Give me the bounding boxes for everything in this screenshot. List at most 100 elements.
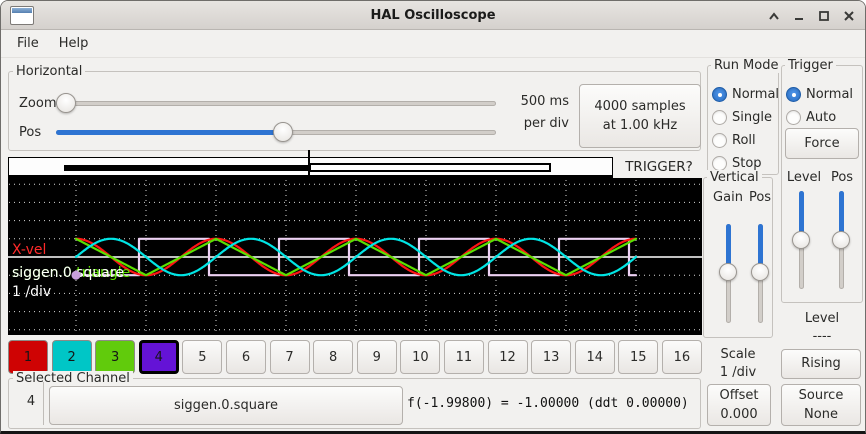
- zoom-slider-track[interactable]: [56, 101, 496, 106]
- trigger-pos-slider-handle[interactable]: [832, 231, 850, 249]
- offset-button-label: Offset: [719, 387, 759, 403]
- channel-button-8[interactable]: 8: [313, 340, 354, 374]
- horizontal-pos-slider[interactable]: [56, 122, 496, 142]
- channel-button-10[interactable]: 10: [400, 340, 441, 374]
- scale-value: 1 /div: [719, 365, 757, 380]
- record-filled-segment: [64, 165, 309, 171]
- samples-button[interactable]: 4000 samples at 1.00 kHz: [579, 84, 701, 148]
- shade-button[interactable]: [766, 8, 782, 24]
- run_mode-radio-single[interactable]: Single: [712, 106, 779, 129]
- radio-icon[interactable]: [786, 110, 801, 125]
- time-per-div: 500 ms per div: [505, 91, 569, 135]
- record-pending-segment: [309, 163, 551, 172]
- trigger-pos-slider[interactable]: [832, 191, 850, 289]
- radio-icon[interactable]: [712, 110, 727, 125]
- channel-value-readout: f(-1.99800) = -1.00000 (ddt 0.00000): [407, 396, 689, 411]
- channel-name-button-label: siggen.0.square: [174, 397, 278, 413]
- horizontal-frame-label: Horizontal: [13, 64, 86, 79]
- channel-button-7[interactable]: 7: [269, 340, 310, 374]
- channel-button-3[interactable]: 3: [95, 340, 136, 374]
- offset-button-value: 0.000: [720, 407, 758, 422]
- minimize-button[interactable]: [791, 8, 807, 24]
- trigger-level-slider-fill: [799, 191, 804, 240]
- svg-text:siggen.0.square: siggen.0.square: [12, 265, 124, 281]
- channel-button-13[interactable]: 13: [531, 340, 572, 374]
- trigger-level-slider-handle[interactable]: [792, 231, 810, 249]
- gain-label: Gain: [713, 190, 743, 205]
- vertical-pos-slider[interactable]: [751, 224, 769, 323]
- trigger-edge-button-label: Rising: [801, 356, 841, 372]
- channel-button-16[interactable]: 16: [661, 340, 702, 374]
- run_mode-radio-stop[interactable]: Stop: [712, 152, 779, 175]
- radio-label: Normal: [732, 87, 780, 102]
- channel-button-4[interactable]: 4: [138, 340, 179, 374]
- channel-button-14[interactable]: 14: [574, 340, 615, 374]
- trigger-source-button-line2: None: [804, 407, 838, 422]
- window-title: HAL Oscilloscope: [370, 7, 496, 23]
- menu-help[interactable]: Help: [58, 36, 89, 51]
- channel-button-2[interactable]: 2: [51, 340, 92, 374]
- trigger-level-slider[interactable]: [792, 191, 810, 289]
- titlebar: HAL Oscilloscope: [1, 1, 865, 30]
- vertical-pos-slider-fill: [758, 224, 763, 272]
- svg-text:X-vel: X-vel: [12, 242, 46, 258]
- gain-slider[interactable]: [719, 224, 737, 323]
- selected-channel-frame-label: Selected Channel: [13, 371, 133, 386]
- vertical-pos-slider-handle[interactable]: [751, 262, 769, 281]
- time-per-div-value: 500 ms: [520, 94, 569, 109]
- window-icon: [10, 6, 34, 25]
- channel-name-button[interactable]: siggen.0.square: [49, 386, 403, 425]
- radio-icon[interactable]: [712, 87, 727, 102]
- force-button-label: Force: [804, 135, 840, 151]
- pos-label: Pos: [19, 125, 42, 140]
- gain-slider-handle[interactable]: [719, 262, 737, 281]
- trigger-radio-normal[interactable]: Normal: [786, 83, 853, 106]
- radio-icon[interactable]: [712, 133, 727, 148]
- zoom-label: Zoom: [19, 96, 57, 111]
- offset-button[interactable]: Offset 0.000: [707, 384, 771, 426]
- channel-button-1[interactable]: 1: [8, 340, 48, 374]
- horizontal-pos-slider-fill: [56, 130, 284, 135]
- trigger-pos-slider-fill: [839, 191, 844, 240]
- channel-button-5[interactable]: 5: [182, 340, 223, 374]
- channel-button-11[interactable]: 11: [443, 340, 484, 374]
- channel-button-row: 1 2 3 4 5 6 7 8 9 10 11 12 13 14 15 16: [8, 340, 702, 374]
- channel-button-15[interactable]: 15: [618, 340, 659, 374]
- trigger-frame-label: Trigger: [785, 58, 836, 73]
- channel-button-9[interactable]: 9: [356, 340, 397, 374]
- trigger-source-button-line1: Source: [798, 387, 844, 403]
- radio-label: Normal: [806, 87, 854, 102]
- menu-file[interactable]: File: [17, 36, 39, 51]
- radio-icon[interactable]: [712, 156, 727, 171]
- trigger-status-label: TRIGGER?: [625, 159, 693, 175]
- samples-button-line1: 4000 samples: [594, 98, 686, 114]
- zoom-slider[interactable]: [56, 93, 496, 113]
- run-mode-options: Normal Single Roll Stop: [712, 83, 779, 175]
- trigger-edge-button[interactable]: Rising: [781, 349, 861, 379]
- close-button[interactable]: [841, 8, 857, 24]
- run_mode-radio-roll[interactable]: Roll: [712, 129, 779, 152]
- trigger-pos-label: Pos: [830, 170, 854, 185]
- menubar: File Help: [1, 30, 865, 58]
- radio-icon[interactable]: [786, 87, 801, 102]
- trigger-options: Normal Auto: [786, 83, 853, 129]
- maximize-button[interactable]: [816, 8, 832, 24]
- trigger-source-button[interactable]: Source None: [781, 384, 861, 426]
- force-button[interactable]: Force: [785, 128, 859, 159]
- svg-text:siggen.0.triangle: siggen.0.triangle: [12, 265, 130, 281]
- run-mode-frame-label: Run Mode: [711, 58, 782, 73]
- vertical-pos-label: Pos: [748, 190, 772, 205]
- channel-button-6[interactable]: 6: [225, 340, 266, 374]
- radio-label: Stop: [732, 156, 762, 171]
- horizontal-pos-slider-handle[interactable]: [273, 122, 294, 142]
- run_mode-radio-normal[interactable]: Normal: [712, 83, 779, 106]
- trigger-radio-auto[interactable]: Auto: [786, 106, 853, 129]
- selected-channel-divider: [43, 382, 44, 425]
- samples-button-line2: at 1.00 kHz: [602, 118, 678, 133]
- trigger-level-label: Level: [786, 170, 822, 185]
- zoom-slider-handle[interactable]: [56, 93, 76, 113]
- channel-button-12[interactable]: 12: [487, 340, 528, 374]
- record-progress-bar: [8, 157, 613, 178]
